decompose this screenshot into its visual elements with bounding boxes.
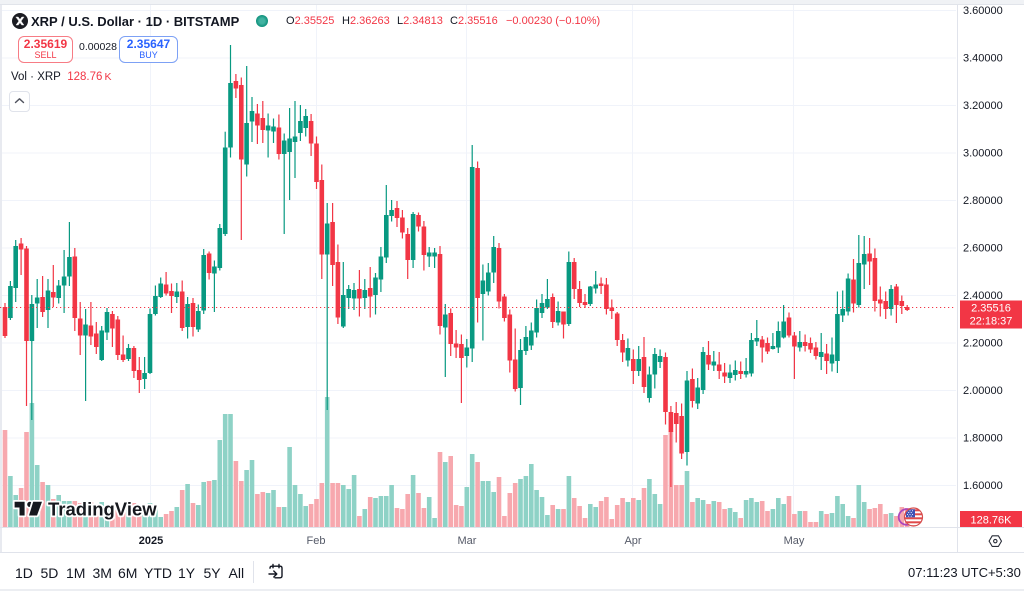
svg-text:22:18:37: 22:18:37 (970, 316, 1013, 328)
svg-text:May: May (784, 535, 805, 547)
svg-text:2.20000: 2.20000 (963, 338, 1003, 350)
svg-text:2.35516: 2.35516 (971, 303, 1011, 315)
svg-text:3.20000: 3.20000 (963, 100, 1003, 112)
svg-text:128.76K: 128.76K (971, 515, 1013, 527)
svg-text:1.60000: 1.60000 (963, 480, 1003, 492)
svg-text:2025: 2025 (139, 535, 163, 547)
svg-text:Feb: Feb (307, 535, 326, 547)
svg-text:Mar: Mar (458, 535, 477, 547)
svg-text:2.00000: 2.00000 (963, 385, 1003, 397)
svg-text:2.60000: 2.60000 (963, 243, 1003, 255)
svg-text:Apr: Apr (624, 535, 641, 547)
svg-text:2.40000: 2.40000 (963, 290, 1003, 302)
svg-text:2.80000: 2.80000 (963, 195, 1003, 207)
svg-text:TradingView: TradingView (48, 499, 157, 520)
svg-text:3.00000: 3.00000 (963, 148, 1003, 160)
svg-text:3.40000: 3.40000 (963, 53, 1003, 65)
svg-text:3.60000: 3.60000 (963, 5, 1003, 17)
svg-text:1.80000: 1.80000 (963, 433, 1003, 445)
